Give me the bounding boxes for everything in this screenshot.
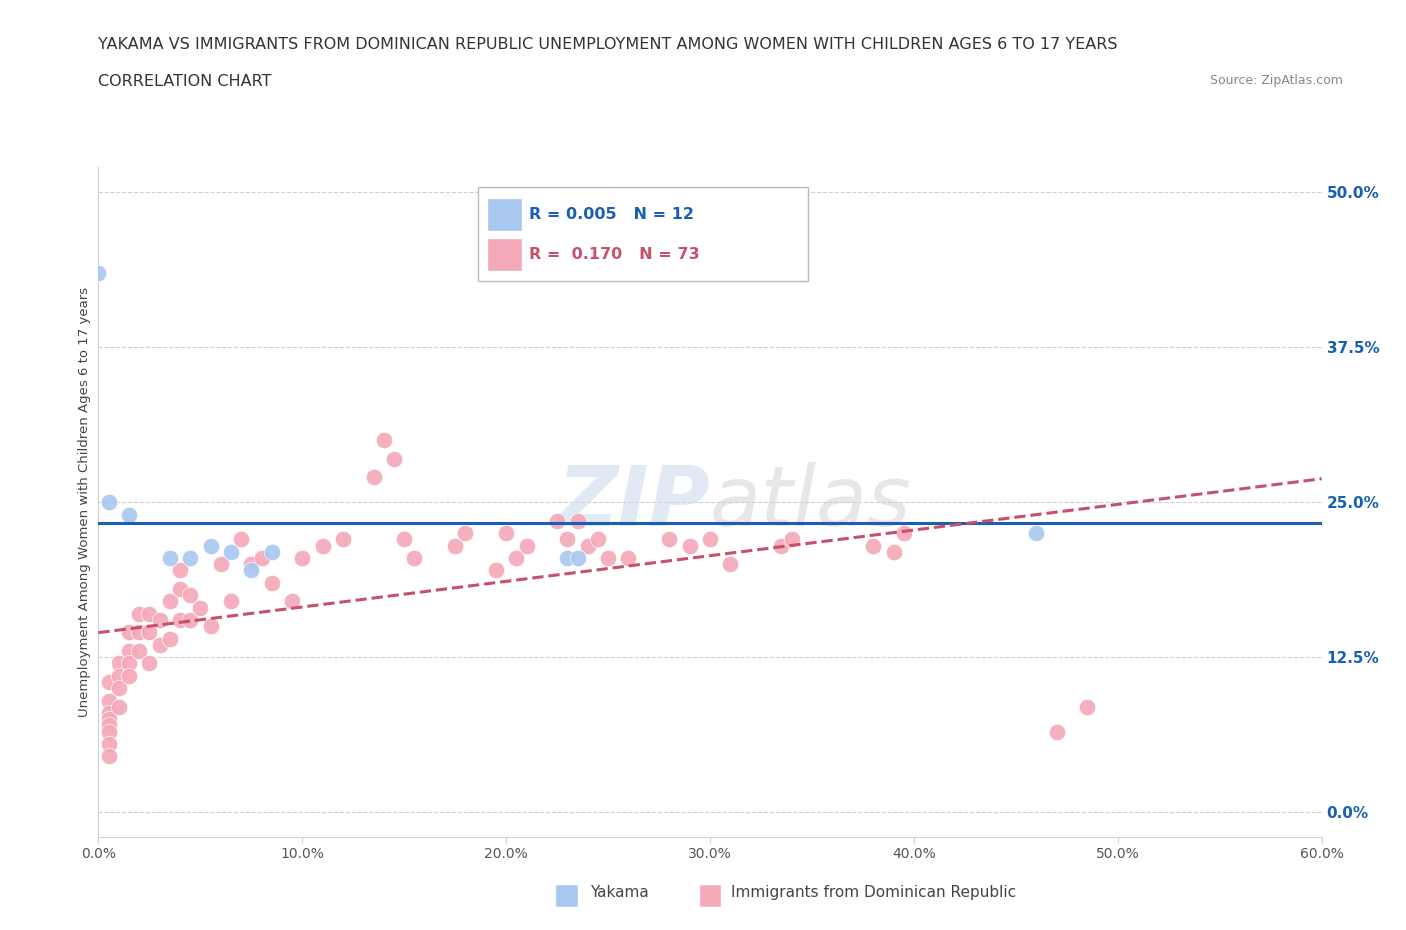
Point bbox=[159, 551, 181, 565]
Point bbox=[658, 532, 681, 547]
Point bbox=[260, 576, 283, 591]
Point bbox=[240, 557, 263, 572]
Point bbox=[128, 644, 150, 658]
Point bbox=[332, 532, 354, 547]
Point bbox=[169, 581, 191, 596]
Point bbox=[576, 538, 599, 553]
Point bbox=[149, 613, 172, 628]
Point bbox=[118, 656, 141, 671]
Point bbox=[138, 606, 160, 621]
Point bbox=[260, 544, 283, 559]
Bar bbox=[488, 238, 522, 272]
Point bbox=[281, 594, 304, 609]
Point bbox=[883, 544, 905, 559]
Point bbox=[118, 625, 141, 640]
Point bbox=[596, 551, 619, 565]
Point bbox=[720, 557, 742, 572]
Text: ZIP: ZIP bbox=[557, 461, 710, 543]
Point bbox=[97, 693, 120, 708]
Point bbox=[108, 699, 131, 714]
Point bbox=[97, 706, 120, 721]
Point bbox=[97, 495, 120, 510]
Point bbox=[1045, 724, 1069, 739]
Point bbox=[200, 618, 222, 633]
Point bbox=[495, 525, 517, 540]
Point bbox=[485, 563, 508, 578]
Point bbox=[118, 669, 141, 684]
Point bbox=[149, 637, 172, 652]
Point bbox=[546, 513, 568, 528]
Point bbox=[679, 538, 702, 553]
Point bbox=[557, 551, 579, 565]
Point bbox=[291, 551, 314, 565]
Point bbox=[1076, 699, 1098, 714]
Point bbox=[108, 681, 131, 696]
Bar bbox=[488, 197, 522, 231]
Point bbox=[231, 532, 253, 547]
Point bbox=[454, 525, 477, 540]
Point bbox=[586, 532, 609, 547]
Point bbox=[404, 551, 426, 565]
Point bbox=[209, 557, 232, 572]
Point bbox=[169, 563, 191, 578]
Point bbox=[200, 538, 222, 553]
Point bbox=[118, 644, 141, 658]
Text: YAKAMA VS IMMIGRANTS FROM DOMINICAN REPUBLIC UNEMPLOYMENT AMONG WOMEN WITH CHILD: YAKAMA VS IMMIGRANTS FROM DOMINICAN REPU… bbox=[98, 37, 1118, 52]
Point bbox=[179, 551, 201, 565]
Point bbox=[128, 625, 150, 640]
Point bbox=[617, 551, 640, 565]
Point bbox=[516, 538, 538, 553]
Point bbox=[97, 674, 120, 689]
Point bbox=[97, 718, 120, 733]
Point bbox=[770, 538, 793, 553]
Text: Source: ZipAtlas.com: Source: ZipAtlas.com bbox=[1209, 74, 1343, 87]
Point bbox=[373, 432, 395, 447]
Point bbox=[118, 507, 141, 522]
Point bbox=[108, 669, 131, 684]
Point bbox=[780, 532, 803, 547]
Point bbox=[567, 551, 589, 565]
Point bbox=[505, 551, 527, 565]
Point bbox=[444, 538, 467, 553]
Y-axis label: Unemployment Among Women with Children Ages 6 to 17 years: Unemployment Among Women with Children A… bbox=[79, 287, 91, 717]
Point bbox=[97, 711, 120, 726]
Point bbox=[219, 594, 242, 609]
Point bbox=[108, 656, 131, 671]
FancyBboxPatch shape bbox=[478, 188, 808, 281]
Point bbox=[557, 532, 579, 547]
Point bbox=[363, 470, 385, 485]
Text: Yakama: Yakama bbox=[591, 885, 650, 900]
Point bbox=[87, 265, 110, 280]
Point bbox=[1025, 525, 1047, 540]
Point bbox=[567, 513, 589, 528]
Point bbox=[179, 588, 201, 603]
Point bbox=[97, 724, 120, 739]
Point bbox=[862, 538, 884, 553]
Point bbox=[138, 625, 160, 640]
Text: R = 0.005   N = 12: R = 0.005 N = 12 bbox=[529, 206, 695, 221]
Point bbox=[893, 525, 915, 540]
Point bbox=[159, 631, 181, 646]
Point bbox=[128, 606, 150, 621]
Point bbox=[219, 544, 242, 559]
Text: CORRELATION CHART: CORRELATION CHART bbox=[98, 74, 271, 89]
Text: Immigrants from Dominican Republic: Immigrants from Dominican Republic bbox=[731, 885, 1017, 900]
Point bbox=[699, 532, 721, 547]
Point bbox=[188, 600, 212, 615]
Point bbox=[169, 613, 191, 628]
Point bbox=[159, 594, 181, 609]
Text: R =  0.170   N = 73: R = 0.170 N = 73 bbox=[529, 247, 700, 262]
Point bbox=[312, 538, 335, 553]
Point bbox=[97, 737, 120, 751]
Point bbox=[382, 451, 405, 466]
Point bbox=[179, 613, 201, 628]
Point bbox=[392, 532, 416, 547]
Point bbox=[250, 551, 273, 565]
Point bbox=[240, 563, 263, 578]
Point bbox=[97, 749, 120, 764]
Text: atlas: atlas bbox=[710, 461, 911, 543]
Point bbox=[138, 656, 160, 671]
